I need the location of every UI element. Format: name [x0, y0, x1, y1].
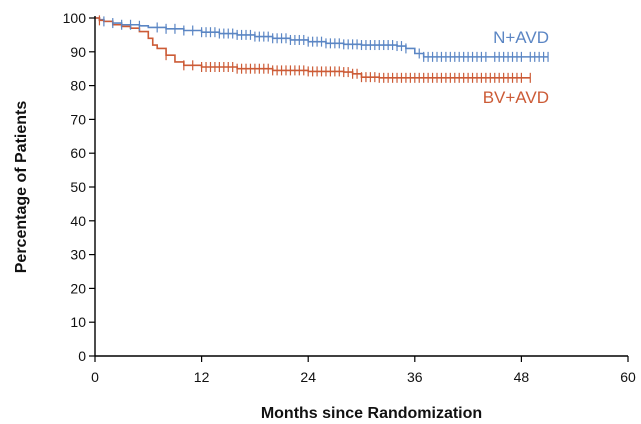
- x-tick-label: 48: [514, 369, 530, 385]
- x-ticks: 0 12 24 36 48 60: [91, 356, 636, 385]
- y-tick-label: 10: [70, 314, 86, 330]
- x-tick-label: 12: [194, 369, 210, 385]
- plot-area: [95, 15, 549, 83]
- y-tick-label: 50: [70, 179, 86, 195]
- y-tick-label: 100: [63, 10, 87, 26]
- series-label: BV+AVD: [483, 88, 549, 107]
- y-tick-label: 80: [70, 78, 86, 94]
- x-tick-label: 24: [300, 369, 316, 385]
- x-tick-label: 60: [620, 369, 636, 385]
- censor-marks-layer: [98, 15, 549, 83]
- y-tick-label: 20: [70, 280, 86, 296]
- y-tick-label: 90: [70, 44, 86, 60]
- x-axis-title: Months since Randomization: [261, 405, 482, 422]
- x-tick-label: 0: [91, 369, 99, 385]
- x-tick-label: 36: [407, 369, 423, 385]
- axes-layer: 0 10 20 30 40 50 60 70 80 90 100 0 12 24 36 48 60: [63, 10, 636, 385]
- y-tick-label: 60: [70, 145, 86, 161]
- y-tick-label: 30: [70, 247, 86, 263]
- y-ticks: 0 10 20 30 40 50 60 70 80 90 100: [63, 10, 95, 364]
- series-label: N+AVD: [493, 28, 549, 47]
- y-tick-label: 40: [70, 213, 86, 229]
- y-tick-label: 70: [70, 111, 86, 127]
- y-tick-label: 0: [78, 348, 86, 364]
- series-labels: N+AVD BV+AVD: [483, 28, 549, 107]
- y-axis-title: Percentage of Patients: [13, 101, 30, 274]
